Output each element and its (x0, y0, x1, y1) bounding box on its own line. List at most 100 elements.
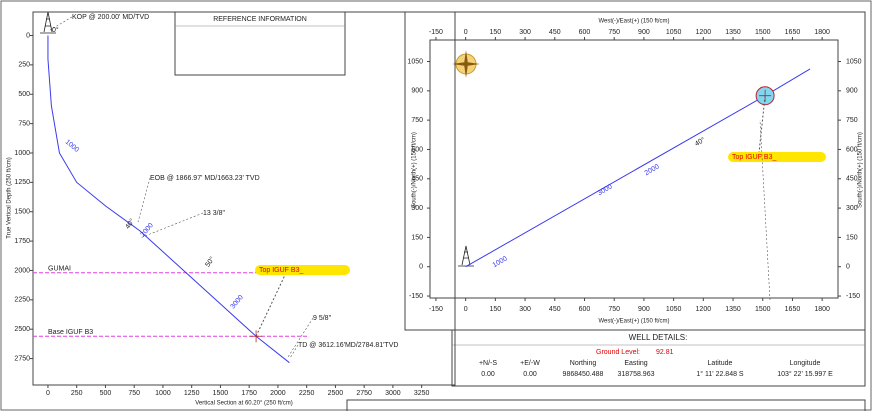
y-tick-label: 0 (419, 264, 423, 271)
annotation: 3000 (597, 183, 614, 197)
well-details-box (451, 329, 866, 387)
annotation: 13 3/8" (203, 210, 225, 217)
y-tick-label: 450 (411, 176, 423, 183)
x-tick-label: 900 (638, 306, 650, 313)
y-axis-title: South(-)/North(+) (150 ft/cm) (412, 132, 418, 208)
table-header: Easting (624, 360, 647, 367)
x-tick-label: 1800 (814, 306, 830, 313)
annotation: 1000 (492, 255, 509, 269)
target-leader (757, 95, 766, 163)
table-cell: 318758.963 (618, 371, 655, 378)
x-tick-label: 1250 (184, 390, 200, 397)
annotation: 2000 (644, 163, 661, 177)
x-tick-label: 1050 (666, 29, 682, 36)
y-axis-title: True Vertical Depth (250 ft/cm) (7, 157, 13, 238)
x-tick-label: 750 (608, 29, 620, 36)
x-tick-label: 600 (579, 29, 591, 36)
table-cell: 1° 11' 22.848 S (696, 370, 744, 378)
y-tick-label: 1000 (14, 150, 30, 157)
y-tick-label: 1050 (846, 58, 862, 65)
leader-line (139, 212, 204, 239)
x-tick-label: 1200 (696, 29, 712, 36)
x-tick-label: 750 (128, 390, 140, 397)
y-tick-label: 500 (18, 91, 30, 98)
x-tick-label: 500 (100, 390, 112, 397)
y-tick-label: 2000 (14, 267, 30, 274)
y-tick-label: 750 (18, 120, 30, 127)
x-tick-label: 450 (549, 29, 561, 36)
target-cross (250, 330, 263, 343)
table-header: Longitude (790, 360, 821, 367)
x-tick-label: 2750 (356, 390, 372, 397)
x-tick-label: 1750 (241, 390, 257, 397)
x-tick-label: 250 (71, 390, 83, 397)
annotation: 50° (204, 255, 217, 268)
x-tick-label: 1350 (725, 29, 741, 36)
formation-label: GUMAI (48, 266, 71, 273)
x-axis-title: West(-)/East(+) (150 ft/cm) (598, 319, 669, 325)
x-tick-label: 300 (519, 29, 531, 36)
table-header: Latitude (708, 360, 733, 367)
target-label-bg (255, 265, 350, 275)
y-tick-label: 1500 (14, 209, 30, 216)
x-tick-label: 1500 (213, 390, 229, 397)
x-tick-label: 1050 (666, 306, 682, 313)
y-tick-label: 750 (846, 117, 858, 124)
y-tick-label: 300 (411, 205, 423, 212)
table-header: Northing (570, 360, 597, 367)
x-tick-label: -150 (429, 29, 443, 36)
y-tick-label: 2750 (14, 355, 30, 362)
x-tick-label: 1650 (785, 306, 801, 313)
annotation: TD @ 3612.16'MD/2784.81'TVD (298, 342, 398, 349)
leader-line (759, 119, 771, 301)
y-tick-label: 900 (411, 88, 423, 95)
annotation: EOB @ 1866.97' MD/1663.23' TVD (150, 175, 260, 182)
table-cell: 103° 22' 15.997 E (777, 370, 833, 378)
x-tick-label: 450 (549, 306, 561, 313)
y-tick-label: 250 (18, 62, 30, 69)
target-label-bg (728, 152, 826, 162)
annotation: 3000 (230, 294, 245, 311)
annotation: KOP @ 200.00' MD/TVD (72, 14, 149, 21)
leader-line (49, 16, 73, 31)
y-tick-label: 750 (411, 117, 423, 124)
y-tick-label: -150 (409, 293, 423, 300)
plot-frame (32, 11, 456, 386)
annotation: 40° (124, 217, 137, 230)
annotation: 0° (52, 26, 59, 34)
x-tick-label: 300 (519, 306, 531, 313)
y-tick-label: 300 (846, 205, 858, 212)
y-tick-label: 0 (846, 264, 850, 271)
table-header: +E/-W (520, 360, 540, 367)
annotation: 2000 (140, 222, 155, 239)
x-tick-label: 3250 (414, 390, 430, 397)
x-tick-label: 600 (579, 306, 591, 313)
x-tick-label: -150 (429, 306, 443, 313)
x-tick-label: 3000 (385, 390, 401, 397)
y-tick-label: 600 (846, 146, 858, 153)
x-axis-title: Vertical Section at 60.20° (250 ft/cm) (195, 401, 292, 407)
table-header: +N/-S (479, 360, 497, 367)
x-tick-label: 750 (608, 306, 620, 313)
annotation: 9 5/8" (313, 315, 332, 322)
target-label: Top IGUF B3_ (259, 267, 303, 274)
leader-line (137, 177, 151, 223)
x-tick-label: 0 (46, 390, 50, 397)
x-tick-label: 1650 (785, 29, 801, 36)
y-tick-label: 150 (411, 234, 423, 241)
x-tick-label: 0 (464, 306, 468, 313)
ground-level-value: 92.81 (656, 349, 674, 356)
annotation: 40° (693, 136, 706, 148)
y-tick-label: 900 (846, 88, 858, 95)
table-cell: 0.00 (481, 371, 495, 378)
x-tick-label: 1200 (696, 306, 712, 313)
table-cell: 0.00 (523, 371, 537, 378)
plot-frame (429, 39, 839, 299)
x-axis-title: West(-)/East(+) (150 ft/cm) (598, 19, 669, 25)
y-tick-label: 1750 (14, 238, 30, 245)
y-tick-label: 1250 (14, 179, 30, 186)
y-tick-label: 0 (26, 32, 30, 39)
well-path (47, 35, 290, 364)
target-details-box (346, 399, 866, 411)
